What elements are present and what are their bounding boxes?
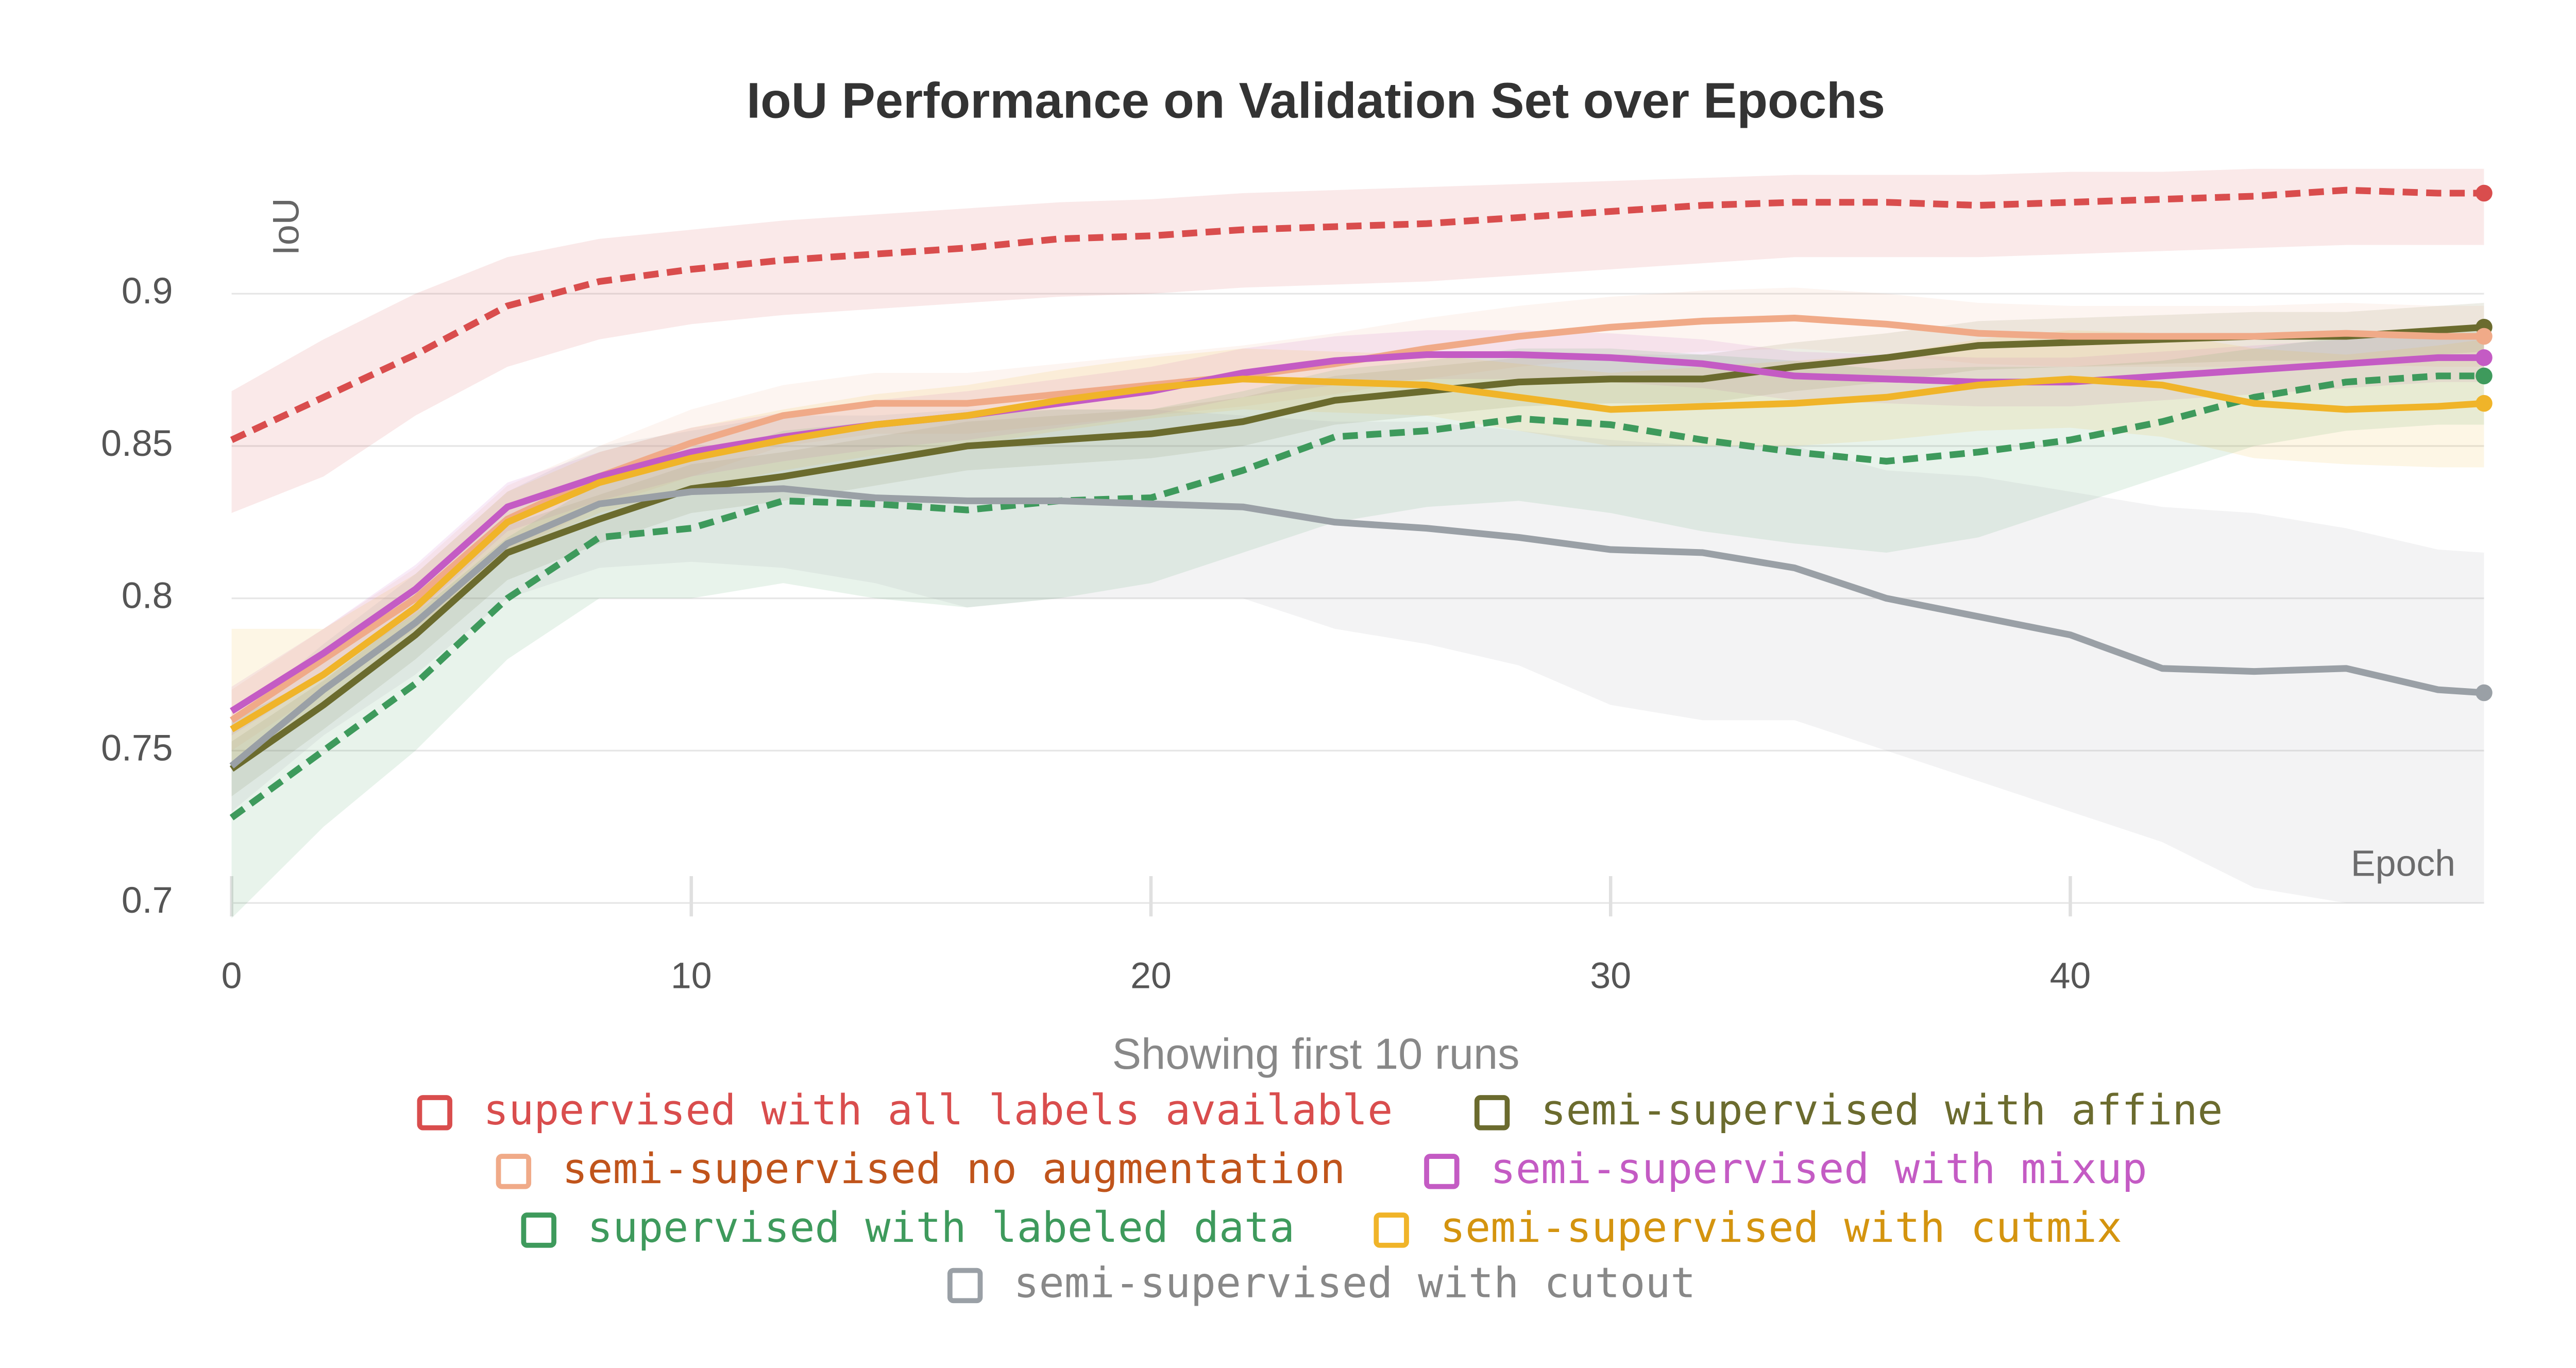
y-tick-label: 0.7	[122, 880, 173, 921]
legend-swatch	[947, 1268, 983, 1304]
legend-label: semi-supervised with cutout	[1014, 1258, 1696, 1307]
y-tick-label: 0.9	[122, 270, 173, 312]
note: Showing first 10 runs	[1112, 1029, 1520, 1078]
legend-swatch	[1374, 1212, 1409, 1248]
x-tick-label: 0	[222, 955, 242, 997]
end-point	[2476, 367, 2493, 385]
legend-label: semi-supervised with mixup	[1490, 1144, 2147, 1193]
x-tick-label: 30	[1590, 955, 1631, 997]
end-point	[2476, 395, 2493, 412]
band	[231, 330, 2484, 736]
x-tick-label: 20	[1130, 955, 1172, 997]
end-point	[2476, 684, 2493, 702]
chart-title: IoU Performance on Validation Set over E…	[747, 72, 1885, 128]
legend-swatch	[1474, 1095, 1510, 1131]
end-point	[2476, 349, 2493, 366]
legend-swatch	[417, 1095, 452, 1131]
band	[231, 287, 2484, 751]
legend-swatch	[496, 1154, 532, 1189]
end-point	[2476, 328, 2493, 345]
band	[231, 302, 2484, 797]
y-tick-label: 0.85	[101, 423, 173, 464]
legend-swatch	[1424, 1154, 1460, 1189]
y-tick-label: 0.75	[101, 727, 173, 768]
series-line	[230, 186, 2484, 443]
x-tick-label: 10	[671, 955, 712, 997]
series-line	[230, 351, 2484, 714]
x-tick-label: 40	[2050, 955, 2091, 997]
y-tick-label: 0.8	[122, 575, 173, 617]
series-line	[230, 375, 2484, 732]
legend-swatch	[521, 1212, 556, 1248]
legend-label: supervised with labeled data	[587, 1203, 1295, 1252]
series-line	[229, 485, 2484, 768]
series-line	[229, 323, 2484, 772]
band	[231, 409, 2484, 903]
legend-label: semi-supervised with cutmix	[1440, 1203, 2122, 1252]
series-line	[229, 372, 2484, 820]
legend-label: semi-supervised with affine	[1541, 1086, 2223, 1135]
y-axis-label: IoU	[265, 198, 307, 256]
x-axis-label: Epoch	[2351, 843, 2455, 884]
legend-label: supervised with all labels available	[483, 1086, 1393, 1135]
end-point	[2476, 184, 2493, 202]
legend-label: semi-supervised no augmentation	[562, 1144, 1345, 1193]
band	[231, 168, 2484, 514]
